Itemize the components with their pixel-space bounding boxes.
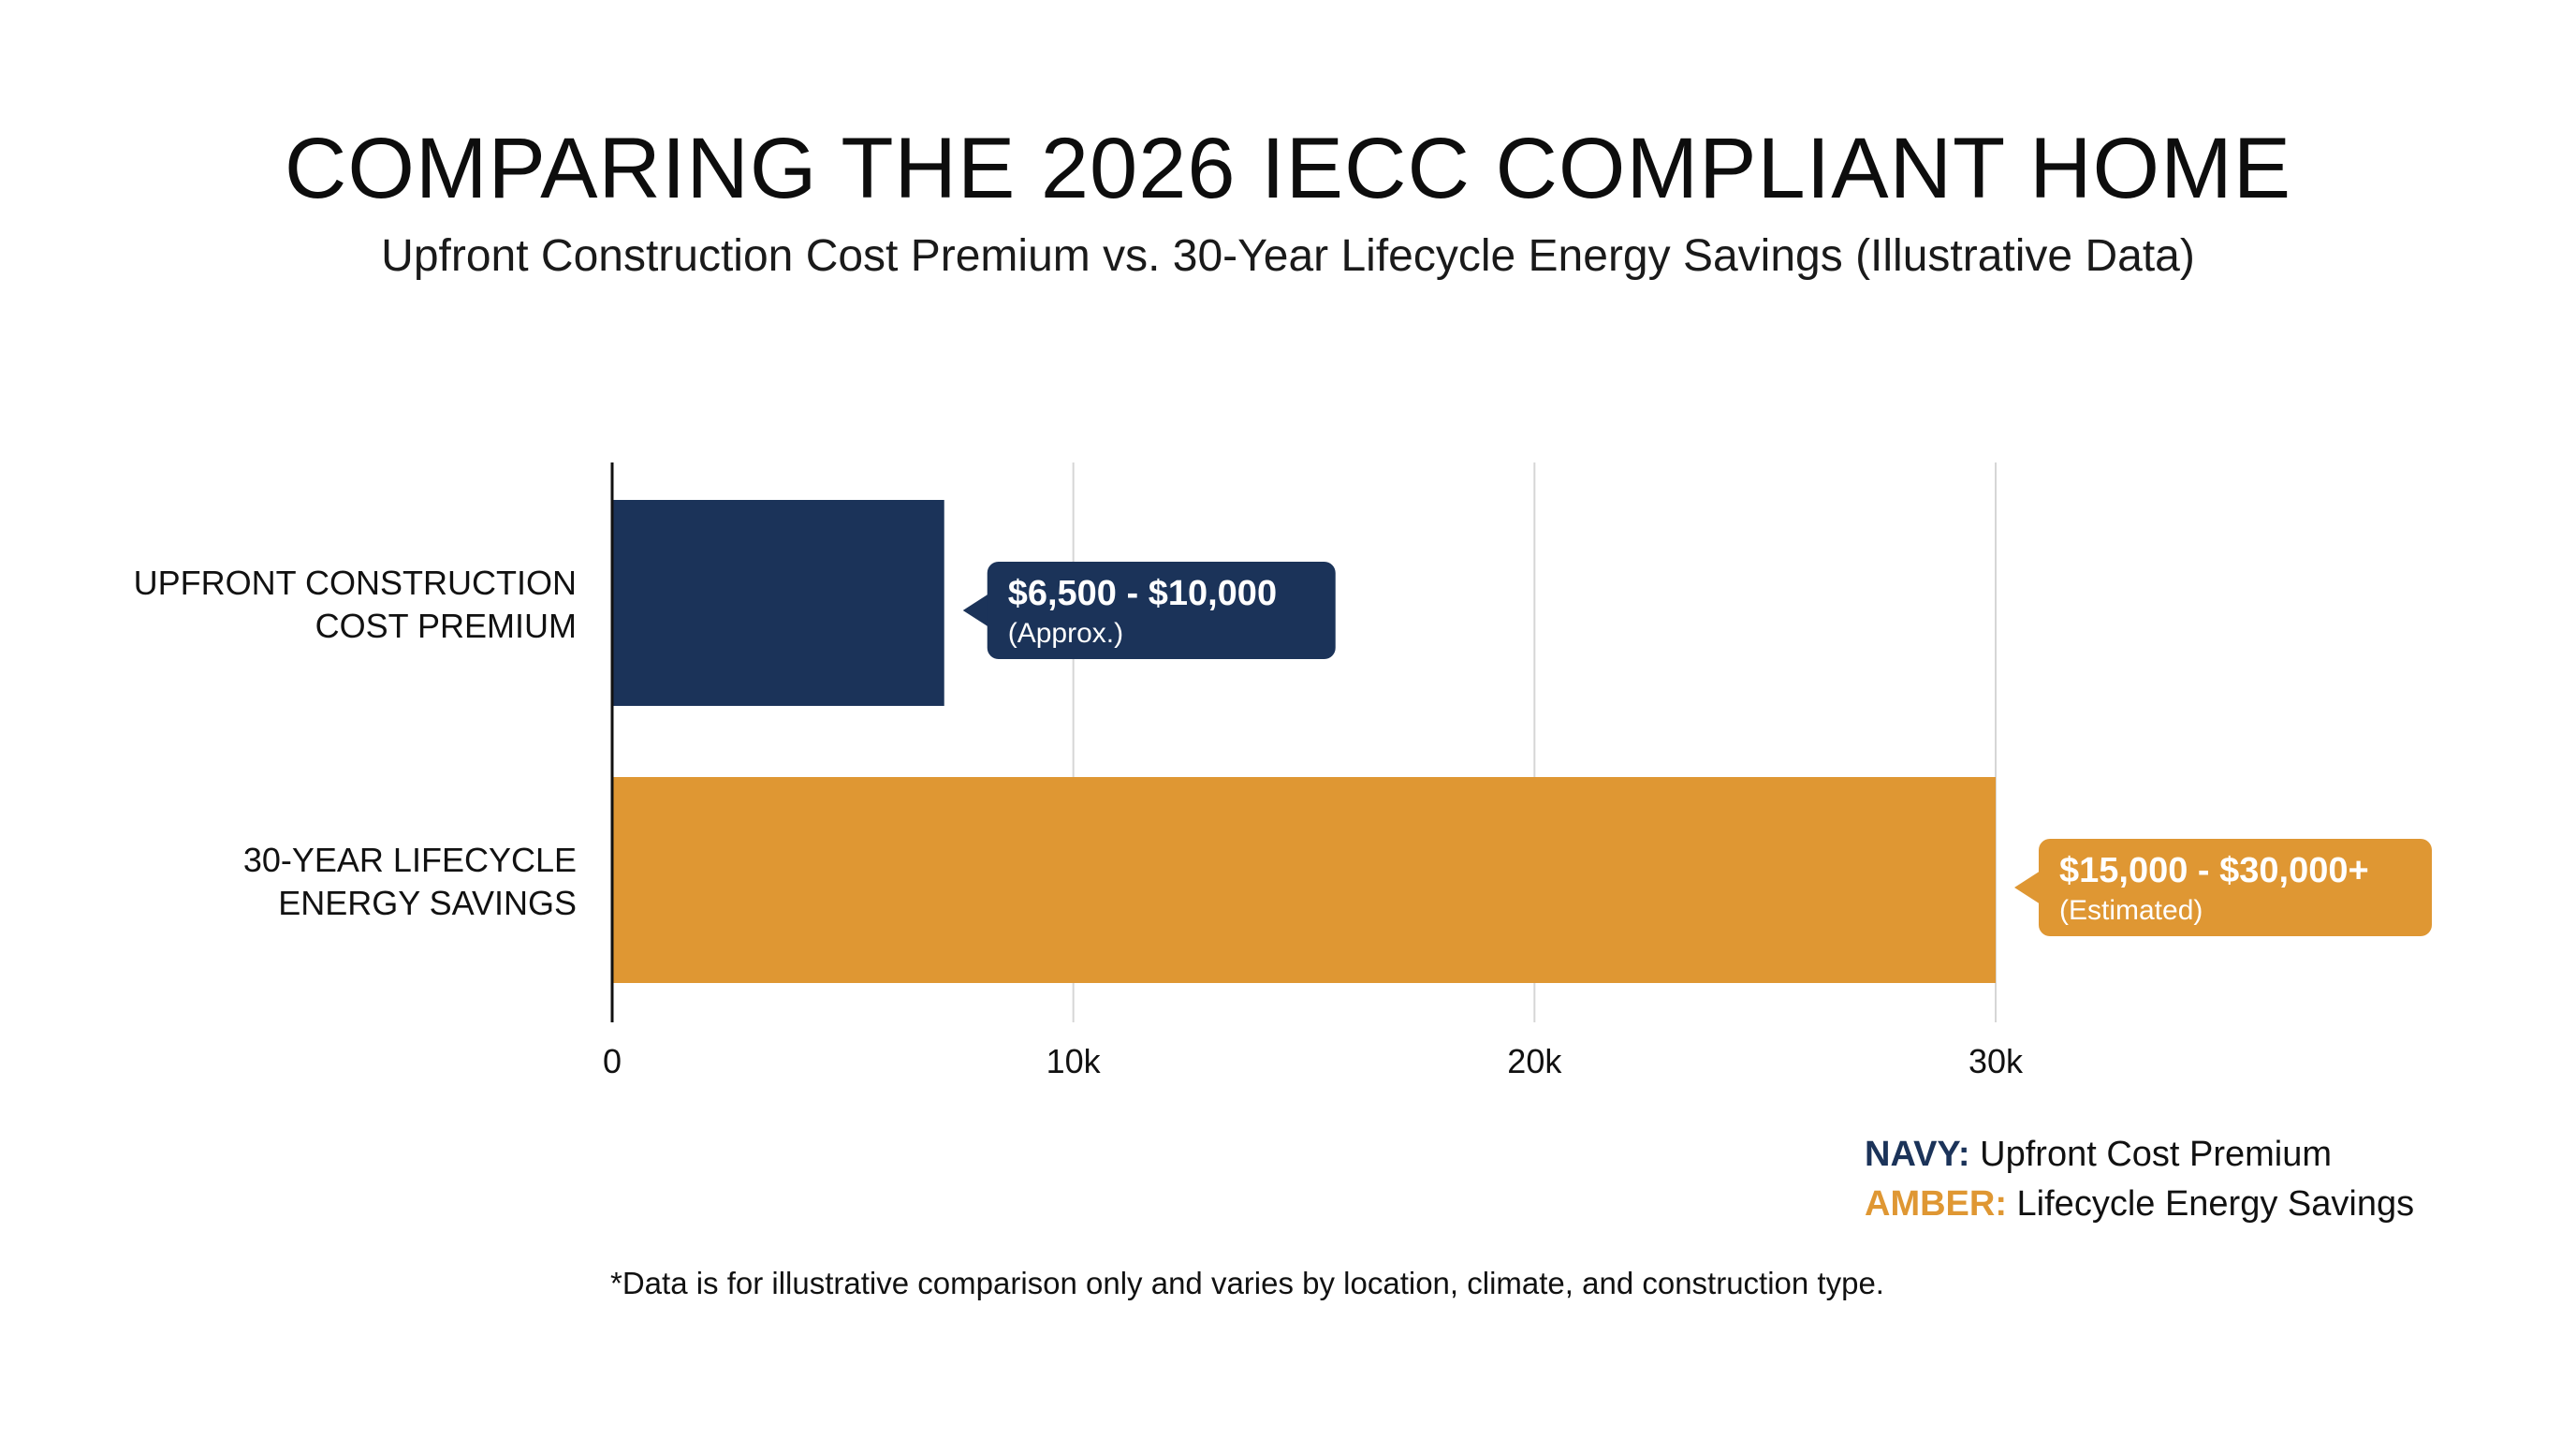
legend-item-amber: AMBER: Lifecycle Energy Savings (1865, 1184, 2414, 1225)
data-label-value: $15,000 - $30,000+ (2059, 851, 2369, 890)
chart-subtitle: Upfront Construction Cost Premium vs. 30… (381, 231, 2195, 281)
legend-label-amber: Lifecycle Energy Savings (2016, 1184, 2415, 1224)
legend-key-navy: NAVY: (1865, 1135, 1970, 1174)
legend-key-amber: AMBER: (1865, 1184, 2007, 1224)
category-label-line: COST PREMIUM (315, 607, 577, 645)
callout-pointer (2014, 871, 2041, 904)
footnote: *Data is for illustrative comparison onl… (610, 1266, 1884, 1300)
callout-box (987, 562, 1336, 659)
category-label-upfront: UPFRONT CONSTRUCTION COST PREMIUM (52, 562, 577, 648)
bar-upfront (612, 500, 944, 706)
category-label-lifecycle: 30-YEAR LIFECYCLE ENERGY SAVINGS (52, 839, 577, 925)
legend-label-navy: Upfront Cost Premium (1980, 1135, 2333, 1174)
data-label-note: (Estimated) (2059, 895, 2203, 926)
data-label-value: $6,500 - $10,000 (1008, 574, 1277, 613)
x-tick-label: 20k (1507, 1042, 1562, 1080)
bar-lifecycle (612, 777, 1996, 983)
callout-box (2039, 839, 2432, 936)
x-tick-label: 30k (1969, 1042, 2024, 1080)
category-label-line: 30-YEAR LIFECYCLE (242, 841, 577, 879)
callout-pointer (962, 594, 989, 627)
category-label-line: UPFRONT CONSTRUCTION (133, 564, 577, 602)
legend: NAVY: Upfront Cost Premium AMBER: Lifecy… (1865, 1135, 2414, 1225)
chart-title: COMPARING THE 2026 IECC COMPLIANT HOME (284, 121, 2292, 216)
bar-chart: 0 10k 20k 30k $6,500 - $10,000 (Approx.) $15,0… (603, 462, 2432, 1080)
data-label-note: (Approx.) (1008, 618, 1123, 649)
x-tick-label: 10k (1046, 1042, 1102, 1080)
category-label-line: ENERGY SAVINGS (278, 884, 577, 922)
x-tick-label: 0 (603, 1042, 622, 1080)
legend-item-navy: NAVY: Upfront Cost Premium (1865, 1135, 2414, 1175)
